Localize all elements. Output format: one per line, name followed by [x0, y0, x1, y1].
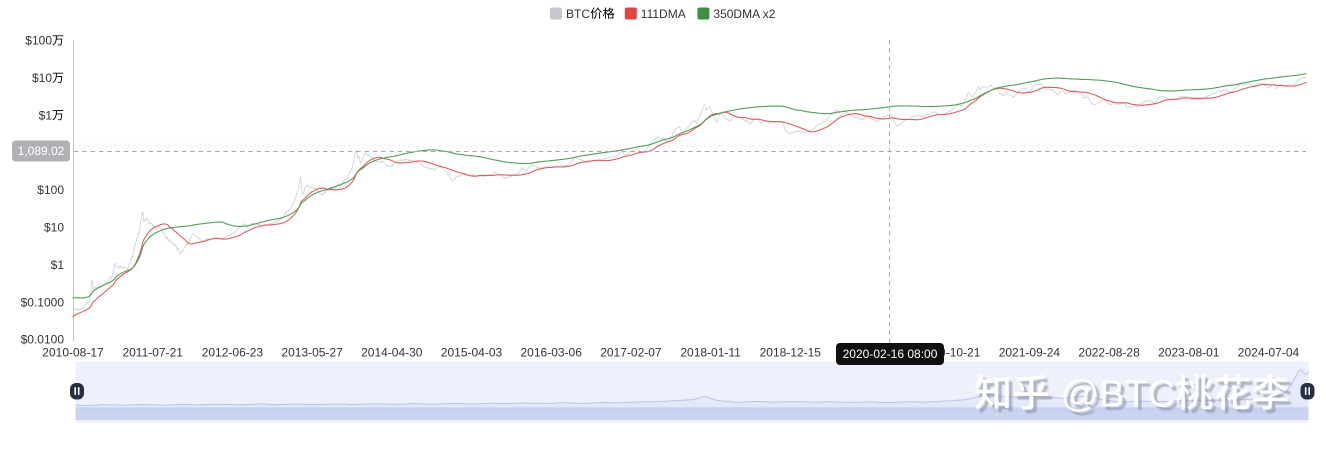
- svg-text:1,089.02: 1,089.02: [18, 144, 65, 158]
- svg-text:2023-08-01: 2023-08-01: [1158, 346, 1220, 360]
- svg-text:350DMA x2: 350DMA x2: [713, 7, 775, 21]
- svg-text:$100: $100: [25, 34, 52, 48]
- svg-text:@BTC: @BTC: [1064, 377, 1179, 419]
- svg-text:2010-08-17: 2010-08-17: [42, 346, 104, 360]
- svg-text:$1: $1: [39, 108, 53, 122]
- svg-text:2014-04-30: 2014-04-30: [361, 346, 423, 360]
- svg-text:@BTC: @BTC: [1061, 374, 1176, 416]
- svg-text:2016-03-06: 2016-03-06: [521, 346, 583, 360]
- svg-text:111DMA: 111DMA: [641, 7, 686, 21]
- svg-text:2017-02-07: 2017-02-07: [600, 346, 662, 360]
- svg-text:BTC: BTC: [566, 7, 590, 21]
- svg-text:$10: $10: [44, 221, 64, 235]
- svg-text:2012-06-23: 2012-06-23: [202, 346, 264, 360]
- svg-text:2018-01-11: 2018-01-11: [680, 346, 741, 360]
- svg-text:2018-12-15: 2018-12-15: [760, 346, 822, 360]
- svg-text:$100: $100: [37, 183, 64, 197]
- svg-text:2022-08-28: 2022-08-28: [1078, 346, 1140, 360]
- svg-text:2020-02-16 08:00: 2020-02-16 08:00: [843, 347, 938, 361]
- svg-text:$1: $1: [51, 258, 65, 272]
- svg-text:$0.1000: $0.1000: [21, 296, 65, 310]
- svg-text:2021-09-24: 2021-09-24: [999, 346, 1061, 360]
- svg-text:$10: $10: [32, 71, 52, 85]
- svg-text:$0.0100: $0.0100: [21, 333, 65, 347]
- svg-text:2013-05-27: 2013-05-27: [281, 346, 343, 360]
- svg-text:2015-04-03: 2015-04-03: [441, 346, 503, 360]
- svg-text:2011-07-21: 2011-07-21: [122, 346, 183, 360]
- svg-text:2024-07-04: 2024-07-04: [1238, 346, 1300, 360]
